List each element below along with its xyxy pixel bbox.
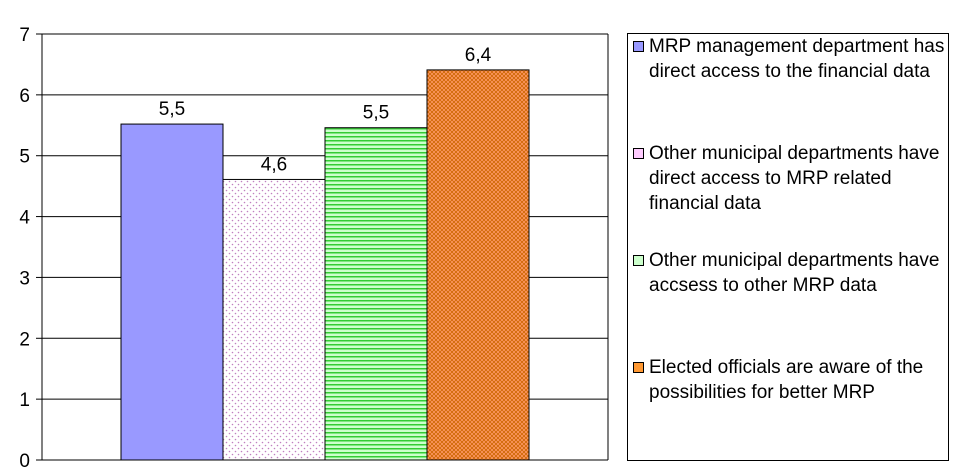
bars: [120, 69, 530, 461]
data-label-4: 6,4: [465, 45, 492, 66]
legend-swatch-3: [633, 255, 644, 266]
legend-label-1: MRP management department has direct acc…: [649, 36, 945, 82]
y-tick-label: 5: [19, 147, 30, 168]
y-tick-label: 2: [19, 329, 30, 350]
y-tick-label: 3: [19, 268, 30, 289]
axes: [41, 33, 609, 461]
legend-label-3: Other municipal departments have accsess…: [649, 250, 940, 296]
data-label-2: 4,6: [261, 154, 287, 175]
legend-swatch-2: [633, 148, 644, 159]
y-tick-label: 4: [19, 208, 30, 229]
bar-3: [324, 127, 428, 461]
y-axis-ticks: 0 1 2 3 4 5 6 7: [19, 25, 42, 470]
bar-2: [222, 178, 326, 461]
data-label-1: 5,5: [159, 99, 185, 120]
legend-swatch-4: [633, 362, 644, 373]
y-tick-label: 6: [19, 86, 30, 107]
data-label-3: 5,5: [363, 103, 389, 124]
legend: MRP management department has direct acc…: [627, 33, 949, 461]
legend-swatch-1: [633, 41, 644, 52]
y-tick-label: 7: [19, 25, 30, 46]
y-tick-label: 0: [19, 451, 30, 470]
legend-label-4: Elected officials are aware of the possi…: [649, 357, 924, 403]
bar-chart: 0 1 2 3 4 5 6 7 5,5 4,6 5,5 6,4: [19, 25, 609, 470]
y-tick-label: 1: [19, 390, 30, 411]
bar-1: [120, 123, 224, 461]
data-labels: 5,5 4,6 5,5 6,4: [159, 45, 492, 176]
legend-label-2: Other municipal departments have direct …: [649, 143, 940, 214]
bar-4: [426, 69, 530, 461]
